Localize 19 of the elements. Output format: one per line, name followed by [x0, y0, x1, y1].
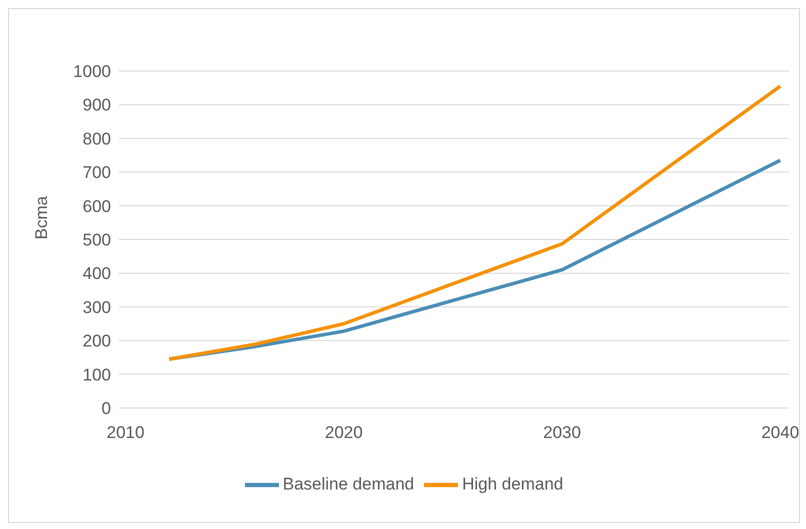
- y-tick-label: 300: [82, 298, 111, 317]
- x-tick-label: 2020: [324, 423, 363, 442]
- y-tick-label: 500: [82, 230, 111, 250]
- y-tick-label: 700: [82, 163, 111, 182]
- x-tick-label: 2010: [106, 423, 144, 442]
- legend-label: Baseline demand: [282, 474, 414, 494]
- legend-label: High demand: [462, 474, 564, 494]
- x-tick-label: 2040: [761, 423, 800, 442]
- y-tick-label: 200: [82, 332, 111, 351]
- y-tick-label: 100: [82, 365, 111, 384]
- y-tick-label: 900: [82, 96, 111, 115]
- y-tick-label: 800: [82, 129, 111, 148]
- y-tick-label: 0: [102, 399, 111, 418]
- y-axis-title: Bcma: [32, 196, 52, 240]
- line-series: [167, 84, 782, 361]
- y-tick-label: 1000: [73, 62, 111, 82]
- y-tick-label: 400: [82, 264, 111, 284]
- x-tick-label: 2030: [543, 423, 581, 442]
- y-tick-label: 600: [82, 196, 111, 216]
